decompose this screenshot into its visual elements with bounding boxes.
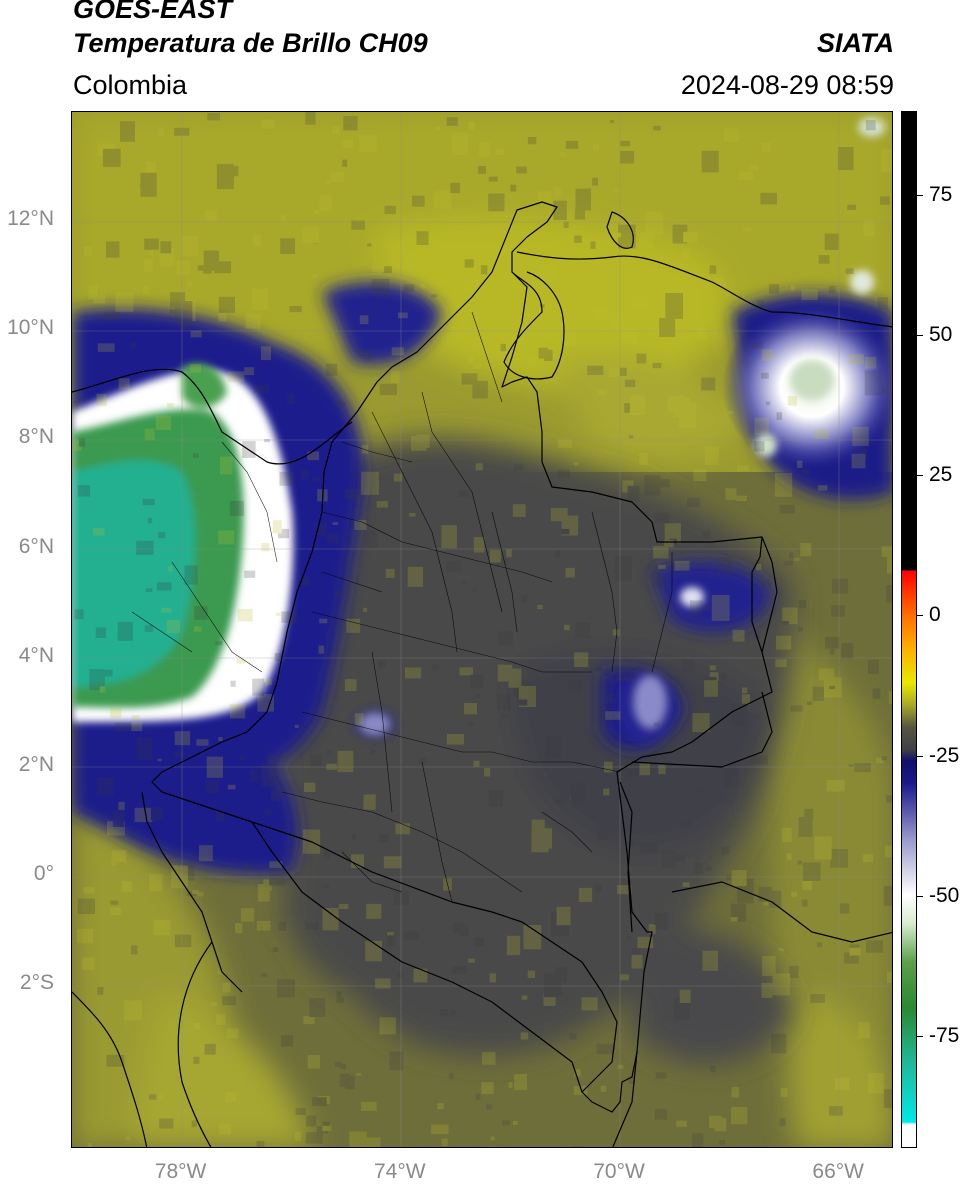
- latitude-tick-label: 2°N: [18, 752, 54, 776]
- colorbar-tick-label: -75: [929, 1023, 960, 1047]
- temperature-colorbar: [901, 111, 917, 1148]
- colorbar-tick-mark: [917, 335, 923, 337]
- colorbar-tick-label: 0: [929, 603, 941, 627]
- colorbar-tick-mark: [917, 755, 923, 757]
- colorbar-tick-label: 75: [929, 183, 953, 207]
- colorbar-tick-mark: [917, 195, 923, 197]
- satellite-name: GOES-EAST: [73, 0, 233, 24]
- latitude-tick-label: 4°N: [18, 643, 54, 667]
- product-title: Temperatura de Brillo CH09: [73, 28, 428, 58]
- colorbar-tick-mark: [917, 895, 923, 897]
- latitude-tick-label: 8°N: [18, 425, 54, 449]
- satellite-map[interactable]: [71, 111, 893, 1148]
- timestamp-label: 2024-08-29 08:59: [680, 70, 894, 100]
- colorbar-tick-label: -25: [929, 743, 960, 767]
- colorbar-tick-mark: [917, 615, 923, 617]
- latitude-tick-label: 10°N: [7, 316, 54, 340]
- longitude-tick-label: 78°W: [154, 1160, 207, 1183]
- graticule: [72, 112, 892, 1147]
- colorbar-tick-mark: [917, 475, 923, 477]
- latitude-tick-label: 12°N: [7, 207, 54, 231]
- department-boundaries: [131, 311, 673, 903]
- latitude-tick-label: 2°S: [19, 971, 54, 995]
- latitude-tick-label: 6°N: [18, 534, 54, 558]
- cloud-field: [72, 112, 892, 1147]
- colorbar-tick-label: 25: [929, 463, 953, 487]
- organization-label: SIATA: [817, 28, 894, 58]
- latitude-tick-label: 0°: [33, 862, 54, 886]
- coastlines-and-borders: [72, 201, 892, 1147]
- colorbar-tick-label: -50: [929, 883, 960, 907]
- longitude-tick-label: 74°W: [374, 1160, 426, 1183]
- longitude-tick-label: 70°W: [593, 1160, 645, 1183]
- region-label: Colombia: [73, 70, 188, 100]
- colorbar-tick-label: 50: [929, 323, 953, 347]
- colorbar-tick-mark: [917, 1035, 923, 1037]
- longitude-tick-label: 66°W: [812, 1160, 864, 1183]
